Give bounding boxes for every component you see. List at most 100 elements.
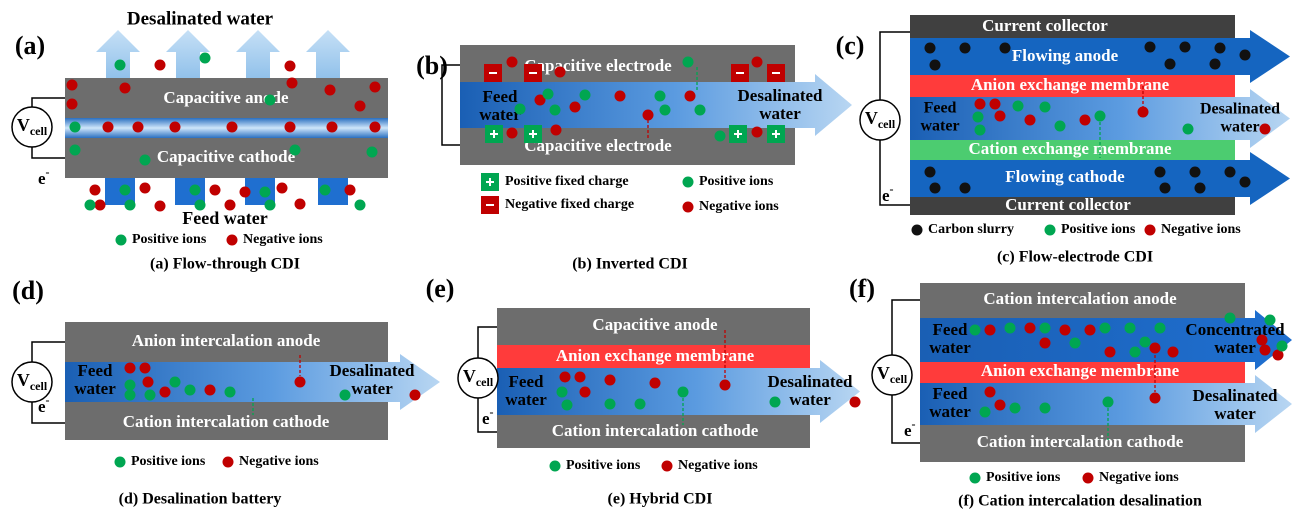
label: Desalinated bbox=[1193, 386, 1279, 405]
electron-superscript: - bbox=[46, 393, 50, 407]
label: Feed bbox=[933, 384, 968, 403]
label: Current collector bbox=[982, 16, 1108, 35]
electron-superscript: - bbox=[490, 405, 494, 419]
ion bbox=[367, 147, 378, 158]
caption: (f) Cation intercalation desalination bbox=[958, 493, 1202, 510]
label: Flowing anode bbox=[1012, 46, 1119, 65]
ion bbox=[683, 57, 694, 68]
ion bbox=[1265, 315, 1276, 326]
ion bbox=[225, 387, 236, 398]
ion bbox=[605, 399, 616, 410]
electron-label: e- bbox=[38, 393, 50, 416]
label: Anion intercalation anode bbox=[132, 331, 321, 350]
caption: (b) Inverted CDI bbox=[572, 256, 688, 273]
label: Desalinated bbox=[768, 372, 854, 391]
label: Anion exchange membrane bbox=[981, 361, 1180, 380]
ion bbox=[116, 235, 127, 246]
ion bbox=[970, 325, 981, 336]
ion bbox=[277, 183, 288, 194]
ion bbox=[115, 457, 126, 468]
label: Capacitive cathode bbox=[157, 147, 296, 166]
ion bbox=[655, 91, 666, 102]
voltage-subscript: cell bbox=[30, 124, 48, 138]
ion bbox=[140, 155, 151, 166]
label: Feed bbox=[509, 372, 544, 391]
ion bbox=[770, 397, 781, 408]
ion bbox=[960, 183, 971, 194]
ion bbox=[410, 390, 421, 401]
ion bbox=[145, 390, 156, 401]
ion bbox=[1125, 323, 1136, 334]
ion bbox=[295, 199, 306, 210]
ion bbox=[125, 390, 136, 401]
ion bbox=[1180, 42, 1191, 53]
ion bbox=[1013, 101, 1024, 112]
caption: (e) Hybrid CDI bbox=[608, 491, 713, 508]
wire bbox=[478, 327, 497, 358]
ion bbox=[170, 122, 181, 133]
ion bbox=[1055, 121, 1066, 132]
ion bbox=[752, 127, 763, 138]
electron-superscript: - bbox=[890, 182, 894, 196]
ion bbox=[290, 145, 301, 156]
ion bbox=[685, 91, 696, 102]
label: water bbox=[929, 338, 971, 357]
ion bbox=[985, 325, 996, 336]
ion bbox=[1025, 323, 1036, 334]
label: Feed bbox=[483, 87, 518, 106]
ion bbox=[980, 407, 991, 418]
outlet-label: Desalinated water bbox=[127, 8, 274, 29]
ion bbox=[560, 372, 571, 383]
ion bbox=[562, 400, 573, 411]
ion bbox=[557, 387, 568, 398]
label: water bbox=[1214, 338, 1256, 357]
legend-label: Positive ions bbox=[699, 174, 774, 189]
legend-label: Positive ions bbox=[131, 454, 206, 469]
ion bbox=[285, 61, 296, 72]
ion bbox=[1260, 124, 1271, 135]
voltage-subscript: cell bbox=[30, 379, 48, 393]
ion bbox=[650, 378, 661, 389]
ion bbox=[555, 67, 566, 78]
ion bbox=[1183, 124, 1194, 135]
ion bbox=[227, 235, 238, 246]
ion bbox=[995, 400, 1006, 411]
label: water bbox=[929, 402, 971, 421]
ion bbox=[1240, 177, 1251, 188]
ion bbox=[550, 461, 561, 472]
ion bbox=[683, 202, 694, 213]
ion bbox=[325, 85, 336, 96]
voltage-symbol: V bbox=[877, 363, 890, 383]
ion bbox=[1025, 115, 1036, 126]
legend-label: Negative ions bbox=[678, 458, 758, 473]
ion bbox=[355, 200, 366, 211]
ion bbox=[635, 399, 646, 410]
ion bbox=[580, 387, 591, 398]
label: water bbox=[1220, 119, 1259, 136]
ion bbox=[1000, 43, 1011, 54]
spacer bbox=[65, 118, 388, 138]
legend-label: Positive ions bbox=[566, 458, 641, 473]
label: water bbox=[920, 118, 959, 135]
ion bbox=[1155, 167, 1166, 178]
electron-label: e- bbox=[904, 417, 916, 440]
ion bbox=[1277, 341, 1288, 352]
wire bbox=[32, 98, 65, 107]
ion bbox=[1060, 325, 1071, 336]
ion bbox=[320, 185, 331, 196]
legend-label: Negative ions bbox=[243, 232, 323, 247]
ion bbox=[120, 185, 131, 196]
legend-label: Negative ions bbox=[699, 199, 779, 214]
voltage-symbol: V bbox=[17, 370, 30, 390]
ion bbox=[925, 43, 936, 54]
ion bbox=[200, 53, 211, 64]
ion bbox=[715, 131, 726, 142]
label: Desalinated bbox=[330, 361, 416, 380]
electron-label: e- bbox=[482, 405, 494, 428]
label: water bbox=[505, 390, 547, 409]
ion bbox=[975, 99, 986, 110]
ion bbox=[103, 122, 114, 133]
ion bbox=[67, 80, 78, 91]
outlet-arrow bbox=[96, 30, 140, 80]
label: Desalinated bbox=[1200, 101, 1280, 118]
